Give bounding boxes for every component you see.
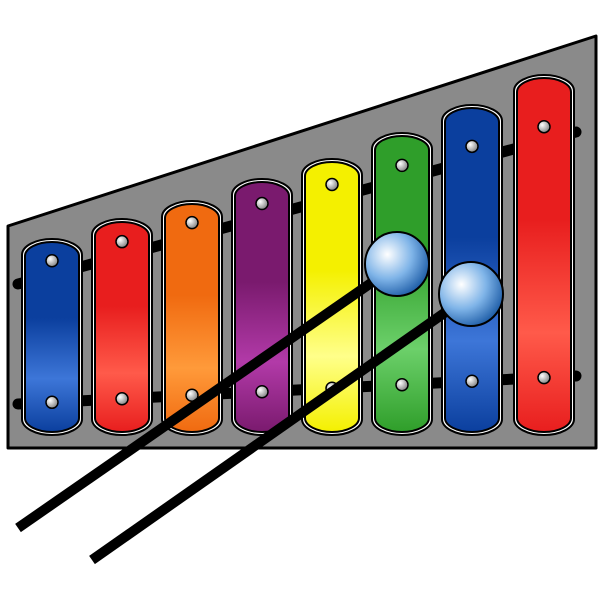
bar-pin: [465, 139, 479, 154]
bar-pin: [537, 370, 551, 385]
mallet-head: [364, 231, 430, 297]
bar-pin: [115, 392, 129, 406]
mallet-1: [15, 231, 430, 533]
bar-pin: [255, 385, 269, 399]
bar-yellow-5: [301, 158, 363, 436]
bar-purple-4: [231, 178, 293, 436]
bar-orange-3: [161, 200, 223, 436]
bar-pin: [115, 234, 129, 249]
bar-red-8: [513, 74, 575, 436]
bar-pin: [465, 374, 479, 388]
mallet-2: [89, 261, 504, 565]
mallet-head: [438, 261, 504, 327]
mallet-handle: [89, 297, 463, 565]
bar-pin: [537, 119, 551, 134]
bar-pin: [395, 377, 409, 392]
bar-pin: [325, 177, 339, 192]
bar-pin: [255, 196, 269, 211]
bar-pin: [45, 395, 59, 410]
bar-blue-1: [21, 238, 83, 436]
bar-pin: [185, 215, 199, 230]
bar-pin: [45, 253, 59, 268]
mallet-handle: [15, 269, 387, 533]
bar-red-2: [91, 218, 153, 436]
bar-pin: [395, 158, 409, 173]
xylophone-bars: [21, 74, 575, 436]
mallets: [15, 231, 504, 565]
